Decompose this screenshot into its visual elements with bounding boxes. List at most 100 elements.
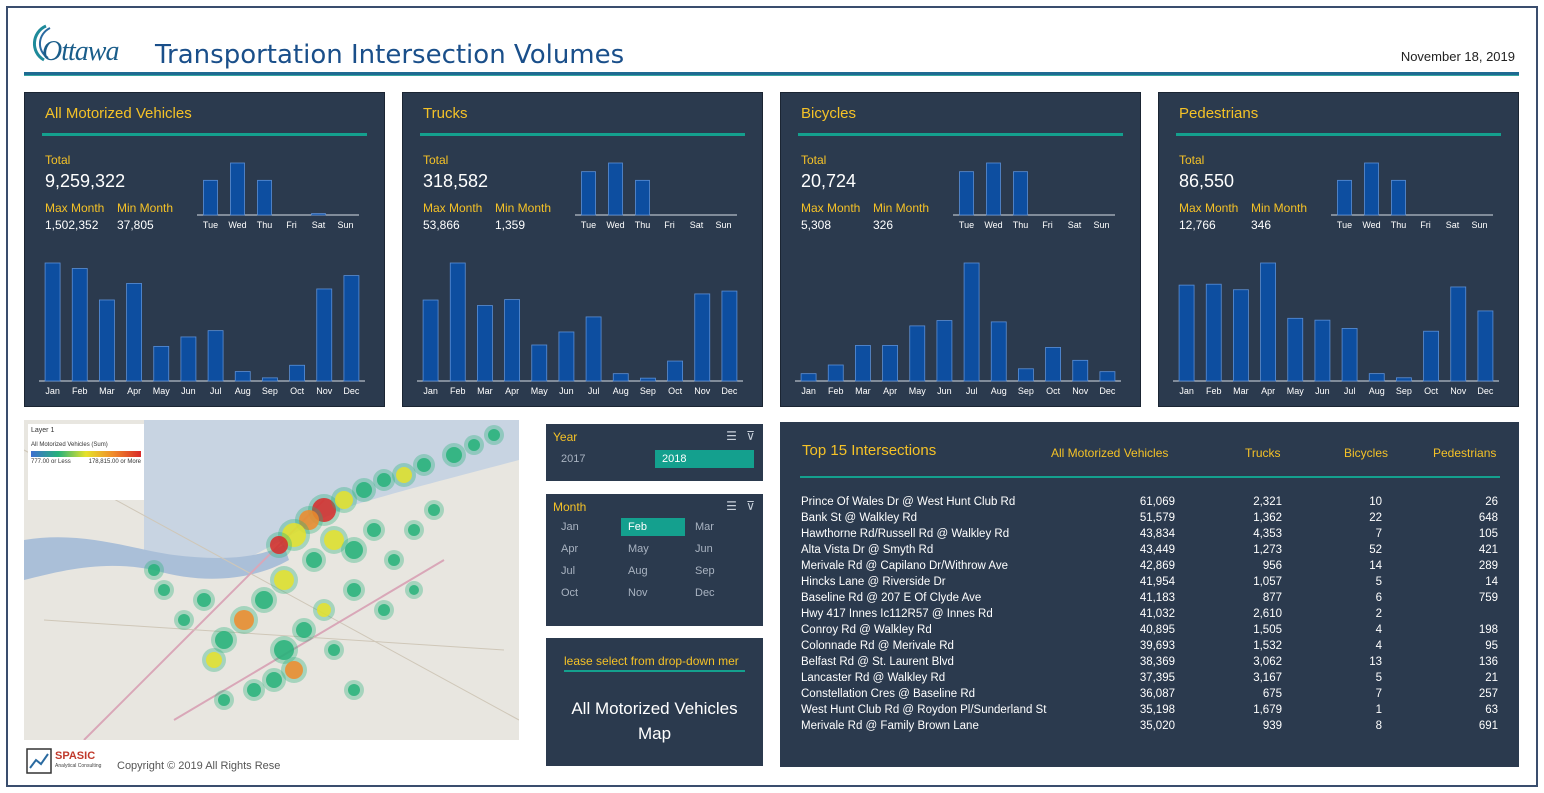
table-row[interactable]: Lancaster Rd @ Walkley Rd 37,395 3,167 5 21 — [801, 672, 1501, 688]
month-chart: Jan Feb Mar Apr May Jun Jul Aug Sep Oct Nov Dec — [417, 259, 743, 399]
month-item-mar[interactable]: Mar — [695, 521, 714, 533]
heat-point — [428, 504, 440, 516]
table-row[interactable]: Bank St @ Walkley Rd 51,579 1,362 22 648 — [801, 512, 1501, 528]
table-row[interactable]: Merivale Rd @ Capilano Dr/Withrow Ave 42,… — [801, 560, 1501, 576]
table-row[interactable]: West Hunt Club Rd @ Roydon Pl/Sunderland… — [801, 704, 1501, 720]
bar-oct — [667, 360, 683, 382]
bar-may — [1287, 317, 1304, 382]
table-row[interactable]: Hawthorne Rd/Russell Rd @ Walkley Rd 43,8… — [801, 528, 1501, 544]
min-month-value: 1,359 — [495, 218, 526, 232]
tick-jul: Jul — [210, 386, 222, 396]
slicer-controls: ☰ ⊽ — [726, 499, 755, 513]
bar-thu — [1391, 179, 1406, 216]
motorized-count: 42,869 — [1139, 560, 1175, 572]
table-row[interactable]: Alta Vista Dr @ Smyth Rd 43,449 1,273 52 421 — [801, 544, 1501, 560]
year-slicer: Year ☰ ⊽ 2017 2018 — [546, 424, 763, 481]
tick-sat: Sat — [312, 220, 326, 230]
tick-feb: Feb — [1206, 386, 1222, 396]
motorized-count: 36,087 — [1139, 688, 1175, 700]
tick-mar: Mar — [855, 386, 871, 396]
bar-sep — [1018, 368, 1034, 382]
month-item-dec[interactable]: Dec — [695, 587, 715, 599]
min-month-label: Min Month — [1251, 201, 1308, 215]
month-item-sep[interactable]: Sep — [695, 565, 715, 577]
bar-oct — [1423, 330, 1439, 382]
heat-point — [377, 473, 391, 487]
table-row[interactable]: Conroy Rd @ Walkley Rd 40,895 1,505 4 198 — [801, 624, 1501, 640]
tick-dec: Dec — [721, 386, 738, 396]
heat-point — [317, 603, 331, 617]
month-item-jan[interactable]: Jan — [561, 521, 579, 533]
bar-mar — [855, 345, 871, 382]
table-row[interactable]: Baseline Rd @ 207 E Of Clyde Ave 41,183 87… — [801, 592, 1501, 608]
table-row[interactable]: Hwy 417 Innes Ic112R57 @ Innes Rd 41,032 2… — [801, 608, 1501, 624]
panel-all-motorized: All Motorized Vehicles Total 9,259,322 M… — [24, 92, 385, 407]
tick-fri: Fri — [1042, 220, 1053, 230]
tick-may: May — [909, 386, 927, 396]
bar-sat — [311, 213, 326, 216]
month-item-jul[interactable]: Jul — [561, 565, 576, 577]
heat-point — [299, 510, 319, 530]
motorized-count: 43,449 — [1139, 544, 1175, 556]
multi-select-icon[interactable]: ☰ — [726, 429, 737, 443]
bar-jan — [800, 373, 817, 382]
heatmap[interactable]: Layer 1 All Motorized Vehicles (Sum) 777… — [24, 420, 519, 740]
motorized-count: 39,693 — [1139, 640, 1175, 652]
tick-sat: Sat — [1068, 220, 1082, 230]
table-row[interactable]: Constellation Cres @ Baseline Rd 36,087 67… — [801, 688, 1501, 704]
tick-may: May — [1287, 386, 1305, 396]
bar-dec — [1477, 310, 1494, 382]
heat-point — [247, 683, 261, 697]
month-item-feb[interactable]: Feb — [621, 518, 685, 536]
map-canvas[interactable] — [24, 420, 519, 740]
year-item-2018[interactable]: 2018 — [655, 450, 754, 468]
month-item-nov[interactable]: Nov — [628, 587, 648, 599]
tick-nov: Nov — [1072, 386, 1089, 396]
month-item-apr[interactable]: Apr — [561, 543, 579, 555]
heat-point — [396, 467, 412, 483]
bar-feb — [449, 262, 466, 382]
month-item-may[interactable]: May — [628, 543, 649, 555]
bar-may — [909, 325, 926, 382]
table-row[interactable]: Prince Of Wales Dr @ West Hunt Club Rd 61… — [801, 496, 1501, 512]
clear-filter-icon[interactable]: ⊽ — [746, 429, 755, 443]
tick-sat: Sat — [1446, 220, 1460, 230]
tick-jul: Jul — [966, 386, 978, 396]
multi-select-icon[interactable]: ☰ — [726, 499, 737, 513]
tick-dec: Dec — [343, 386, 360, 396]
report-date: November 18, 2019 — [1400, 49, 1515, 64]
top15-table: Top 15 Intersections All Motorized Vehic… — [780, 422, 1519, 767]
table-row[interactable]: Colonnade Rd @ Merivale Rd 39,693 1,532 4 95 — [801, 640, 1501, 656]
table-row[interactable]: Merivale Rd @ Family Brown Lane 35,020 939… — [801, 720, 1501, 736]
month-item-aug[interactable]: Aug — [628, 565, 648, 577]
heat-point — [408, 524, 420, 536]
total-label: Total — [423, 153, 449, 167]
tick-jun: Jun — [181, 386, 196, 396]
tick-aug: Aug — [613, 386, 629, 396]
col-header-pedestrians: Pedestrians — [1433, 446, 1497, 460]
pedestrians-count: 105 — [1478, 528, 1498, 540]
total-label: Total — [801, 153, 827, 167]
dropdown-prompt[interactable]: lease select from drop-down mer — [564, 654, 739, 668]
max-month-label: Max Month — [423, 201, 483, 215]
month-item-jun[interactable]: Jun — [695, 543, 713, 555]
total-value: 20,724 — [801, 171, 857, 191]
bar-nov — [694, 293, 711, 382]
tick-jun: Jun — [937, 386, 952, 396]
intersection-name: Hincks Lane @ Riverside Dr — [801, 576, 946, 588]
max-month-value: 53,866 — [423, 218, 460, 232]
tick-mar: Mar — [99, 386, 115, 396]
pedestrians-count: 421 — [1478, 544, 1498, 556]
year-item-2017[interactable]: 2017 — [561, 453, 586, 465]
month-item-oct[interactable]: Oct — [561, 587, 579, 599]
col-header-bicycles: Bicycles — [1344, 446, 1389, 460]
intersection-name: Merivale Rd @ Capilano Dr/Withrow Ave — [801, 560, 1009, 572]
intersection-name: Conroy Rd @ Walkley Rd — [801, 624, 932, 636]
panel-pedestrians: Pedestrians Total 86,550 Max Month Min M… — [1158, 92, 1519, 407]
bar-mar — [1233, 289, 1249, 382]
map-selector[interactable]: lease select from drop-down mer All Moto… — [546, 638, 763, 766]
clear-filter-icon[interactable]: ⊽ — [746, 499, 755, 513]
table-row[interactable]: Belfast Rd @ St. Laurent Blvd 38,369 3,062… — [801, 656, 1501, 672]
table-row[interactable]: Hincks Lane @ Riverside Dr 41,954 1,057 5 14 — [801, 576, 1501, 592]
bar-jul — [207, 330, 224, 382]
